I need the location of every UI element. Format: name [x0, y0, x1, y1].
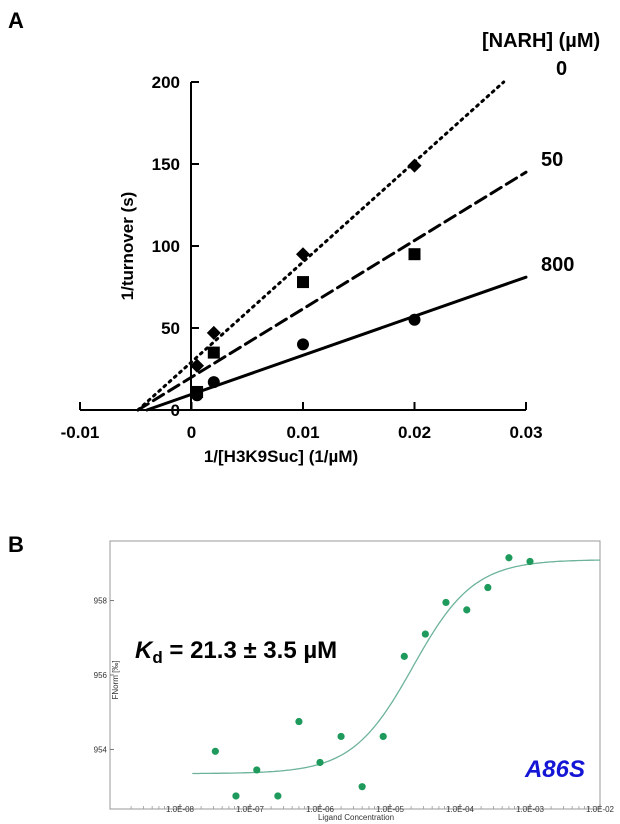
panel-b-data-point: [400, 652, 408, 660]
panel-b-x-tick-label: 1.0E-03: [516, 805, 545, 814]
panel-b-data-point: [505, 554, 513, 562]
svg-text:B: B: [8, 532, 24, 557]
panel-b-data-point: [295, 717, 303, 726]
panel-a-x-tick-label: 0: [187, 423, 196, 442]
panel-b-data-point: [316, 758, 324, 767]
panel-a-x-tick-label: 0.02: [398, 423, 431, 442]
panel-a-point-square: [297, 276, 309, 289]
panel-a-fit-line-2: [145, 275, 528, 412]
panel-a-point-diamond: [296, 247, 310, 262]
panel-a-y-tick-label: 0: [171, 401, 180, 420]
panel-a-y-tick-label: 200: [152, 73, 180, 92]
panel-b-data-point: [526, 557, 534, 566]
panel-b-x-axis-label: Ligand Concentration: [318, 813, 394, 822]
panel-a-chart: [NARH] (µM) 0 50 100 150 200 -0.01 0 0.01 0.02 0…: [61, 30, 601, 466]
panel-b-data-point: [379, 732, 387, 741]
panel-b-y-tick-label: 954: [94, 745, 108, 754]
panel-a-legend-title: [NARH] (µM): [482, 30, 600, 52]
panel-a-x-tick-label: 0.03: [509, 423, 542, 442]
panel-b-data-point: [337, 732, 345, 741]
panel-a-point-square: [207, 346, 220, 359]
panel-a-point-diamond: [190, 358, 205, 373]
panel-b-kd-annotation: Kd = 21.3 ± 3.5 µM: [135, 637, 337, 667]
panel-b-y-tick-label: 958: [94, 597, 108, 606]
panel-b-data-point: [463, 606, 471, 614]
panel-b-x-tick-label: 1.0E-06: [306, 805, 335, 814]
panel-a-point-circle: [408, 313, 421, 326]
panel-a-fit-line-1: [136, 170, 528, 412]
panel-a-point-circle: [207, 376, 220, 389]
svg-text:A: A: [8, 8, 24, 33]
panel-b-x-tick-label: 1.0E-05: [376, 805, 405, 814]
panel-b-chart: 954 956 958 1.0E-08 1.0E-07 1.0E-06 1.0E-05 1.…: [94, 540, 615, 822]
panel-b-mutant-label: A86S: [524, 756, 585, 783]
panel-b-data-point: [274, 792, 282, 800]
panel-b-data-point: [253, 766, 261, 774]
panel-b-y-axis-label: FNorm [‰]: [111, 660, 120, 699]
panel-a-point-circle: [191, 389, 204, 402]
panel-b-data-point: [232, 792, 240, 800]
panel-a-point-diamond: [407, 158, 422, 173]
panel-b-data-point: [211, 747, 219, 755]
panel-a-point-circle: [297, 338, 309, 351]
panel-a-x-tick-label: 0.01: [286, 423, 319, 442]
panel-b-x-tick-label: 1.0E-08: [166, 805, 195, 814]
panel-b-x-tick-label: 1.0E-02: [586, 805, 615, 814]
panel-a-y-tick-label: 150: [152, 155, 180, 174]
panel-a-point-diamond: [206, 325, 221, 340]
panel-a-y-tick-label: 100: [152, 237, 180, 256]
panel-b-x-tick-label: 1.0E-07: [236, 805, 265, 814]
panel-b-y-tick-label: 956: [94, 671, 108, 680]
panel-a-series-label: 50: [541, 149, 563, 171]
panel-b-data-point: [484, 583, 492, 592]
panel-b-data-point: [358, 783, 366, 791]
panel-b-fit-curve: [192, 559, 600, 775]
panel-a-y-tick-label: 50: [161, 319, 180, 338]
panel-b-data-point: [421, 630, 429, 638]
panel-a-series-label: 800: [541, 254, 574, 276]
panel-a-x-axis-label: 1/[H3K9Suc] (1/µM): [204, 447, 358, 466]
panel-b-data-point: [442, 598, 450, 607]
panel-b-x-tick-label: 1.0E-04: [446, 805, 475, 814]
panel-a-series-label: 0: [556, 58, 567, 80]
panel-a-y-axis-label: 1/turnover (s): [118, 192, 137, 301]
panel-a-point-square: [408, 248, 421, 261]
panel-a-fit-line-0: [136, 80, 506, 412]
panel-a-x-tick-label: -0.01: [61, 423, 100, 442]
